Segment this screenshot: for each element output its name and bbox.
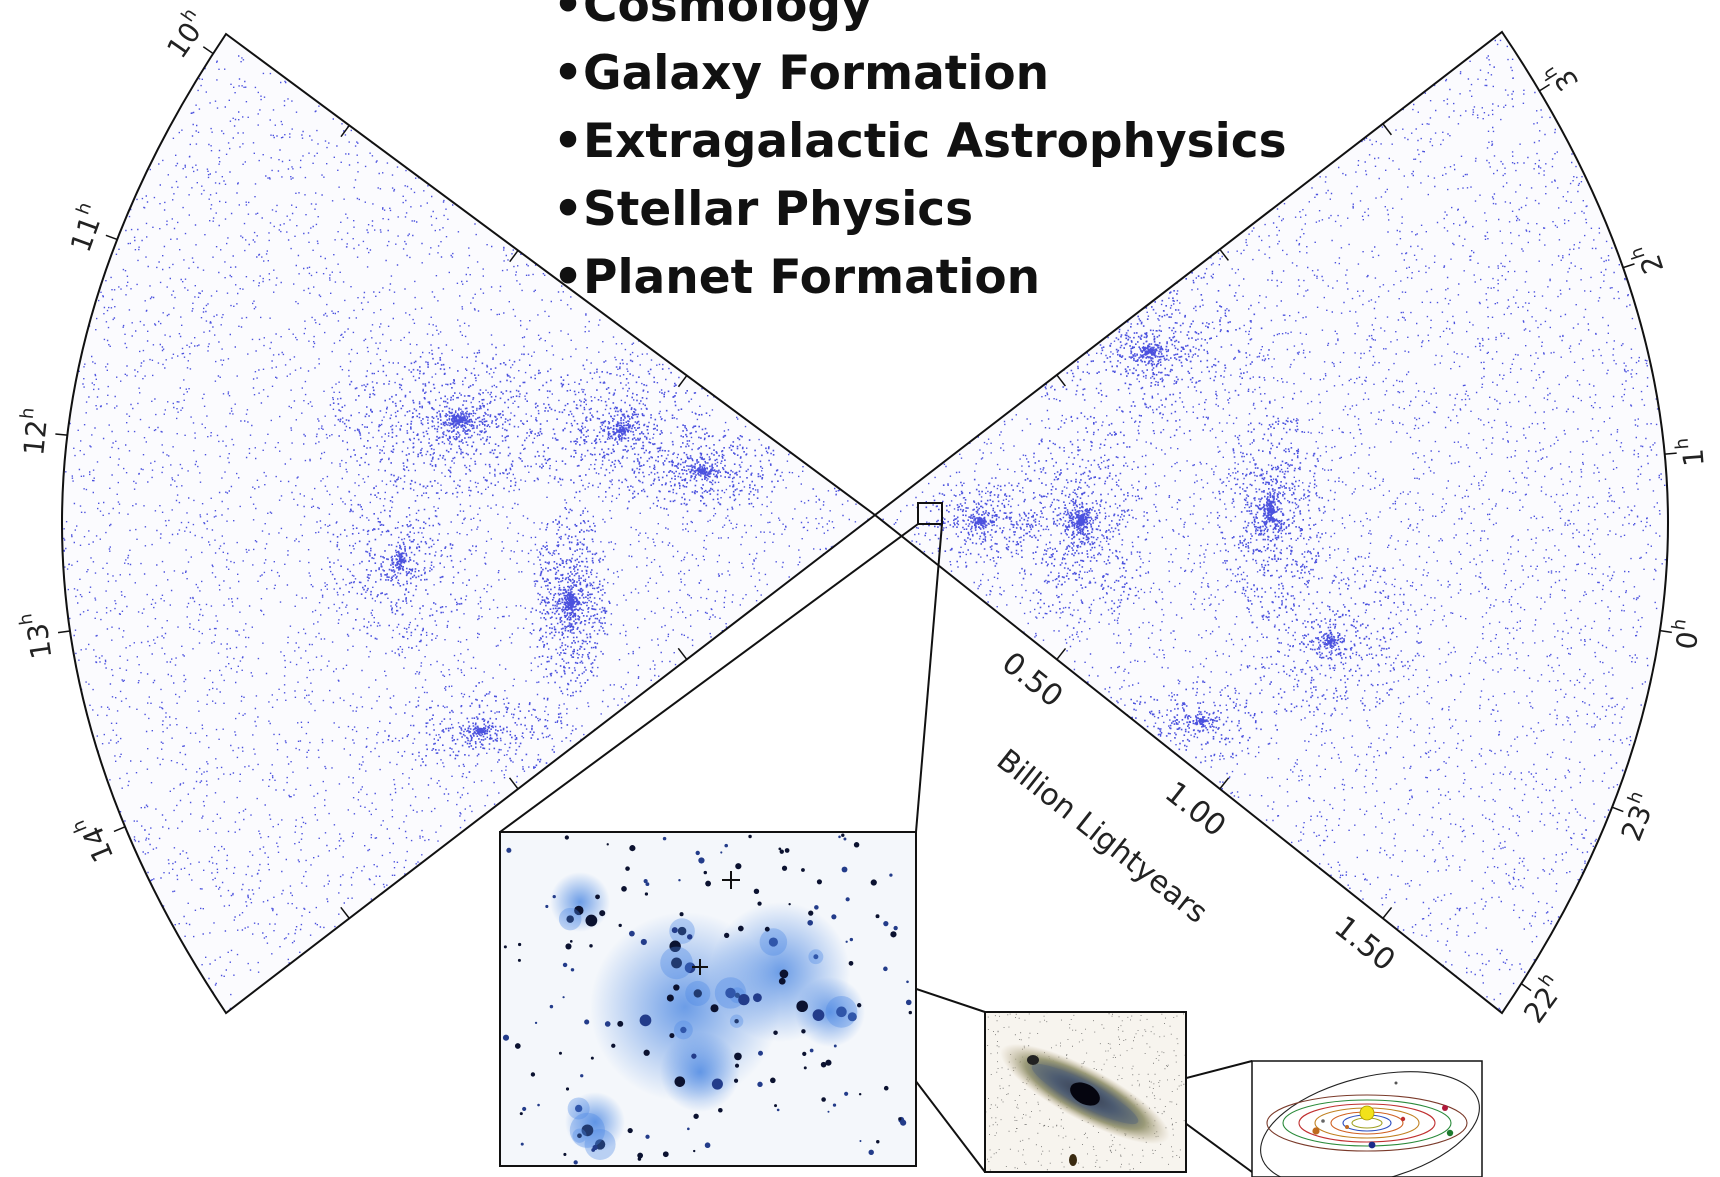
hour-label: 12h: [13, 407, 54, 457]
solar-system-diagram: [1251, 1060, 1483, 1177]
edge-tick: [677, 647, 688, 660]
topic-label: Planet Formation: [583, 250, 1041, 305]
topic-cosmology: •Cosmology: [553, 0, 1287, 40]
hour-tick: [113, 826, 126, 833]
edge-tick: [508, 777, 519, 790]
topic-label: Extragalactic Astrophysics: [583, 114, 1287, 169]
zoom-box-structure: [917, 502, 943, 525]
hour-tick: [105, 234, 118, 241]
hour-label: 11h: [60, 200, 111, 257]
hour-label: 23h: [1611, 788, 1663, 845]
edge-tick: [1382, 906, 1393, 919]
edge-tick: [340, 124, 350, 138]
hour-tick: [1611, 806, 1624, 813]
hour-tick: [55, 433, 68, 436]
hour-label: 3h: [1538, 54, 1585, 99]
galaxy-point-cloud: [882, 39, 1668, 1011]
hour-label: 2h: [1626, 240, 1670, 279]
topic-planet-formation: •Planet Formation: [553, 250, 1041, 305]
edge-tick: [1056, 647, 1067, 660]
research-topics-list: •Cosmology •Galaxy Formation •Extragalac…: [553, 0, 1287, 312]
topic-galaxy-formation: •Galaxy Formation: [553, 46, 1050, 101]
hour-tick: [57, 630, 71, 634]
topic-stellar-physics: •Stellar Physics: [553, 182, 974, 237]
edge-tick: [1219, 777, 1230, 790]
hour-tick: [1539, 83, 1550, 92]
hour-label: 1h: [1672, 436, 1711, 468]
hour-label: 14h: [68, 811, 120, 869]
hour-label: 13h: [15, 610, 58, 662]
topic-label: Cosmology: [583, 0, 872, 33]
distance-axis-title: Billion Lightyears: [990, 743, 1214, 931]
spiral-galaxy-image: [984, 1011, 1187, 1173]
hour-tick: [1659, 629, 1672, 634]
hour-tick: [202, 46, 214, 55]
hour-label: 10h: [157, 5, 214, 65]
hour-tick: [1622, 263, 1635, 269]
edge-tick: [1219, 248, 1229, 261]
galaxy-cluster-image: [499, 831, 917, 1167]
edge-tick: [1382, 123, 1393, 136]
hour-tick: [1520, 982, 1532, 992]
hour-tick: [1664, 452, 1677, 455]
edge-tick: [340, 906, 350, 919]
hour-label: 0h: [1666, 617, 1707, 651]
topic-label: Stellar Physics: [583, 182, 974, 237]
topic-extragalactic-astrophysics: •Extragalactic Astrophysics: [553, 114, 1287, 169]
edge-tick: [677, 375, 688, 388]
edge-tick: [1056, 374, 1066, 387]
topic-label: Galaxy Formation: [583, 46, 1050, 101]
edge-tick: [509, 250, 519, 263]
